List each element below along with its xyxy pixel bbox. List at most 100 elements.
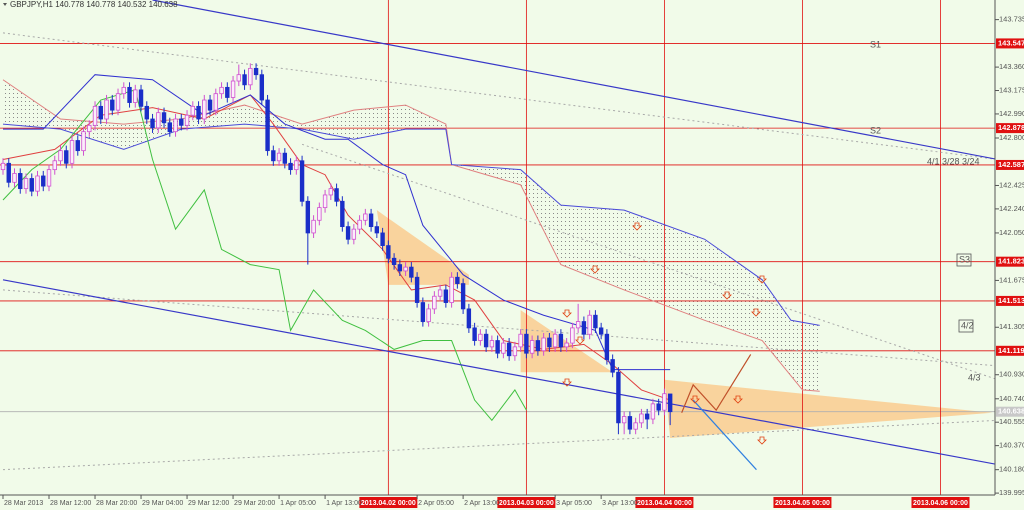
candle-body bbox=[87, 124, 92, 133]
candle-body bbox=[581, 321, 587, 335]
level-label-box bbox=[996, 256, 1024, 267]
span-b-line bbox=[2, 123, 820, 326]
candle-body bbox=[29, 178, 34, 192]
y-tick-label: 141.305 bbox=[999, 322, 1024, 331]
x-tick-label: 1 Apr 13:00 bbox=[326, 500, 362, 507]
candle-body bbox=[432, 295, 437, 310]
x-tick-label: 28 Mar 20:00 bbox=[96, 500, 137, 507]
dotted-line bbox=[2, 419, 995, 471]
candle-body bbox=[92, 105, 98, 126]
arrow-icon bbox=[757, 436, 767, 445]
candle-body bbox=[236, 74, 242, 82]
candle-body bbox=[627, 416, 633, 430]
x-tick-label: 28 Mar 2013 bbox=[4, 500, 43, 507]
candle-body bbox=[650, 403, 656, 420]
candle-body bbox=[156, 112, 161, 129]
candle-body bbox=[409, 266, 414, 278]
candle-body bbox=[570, 327, 575, 344]
candle-body bbox=[133, 89, 138, 103]
candle-body bbox=[644, 413, 650, 420]
y-tick-label: 140.555 bbox=[999, 417, 1024, 426]
y-tick-label: 143.360 bbox=[999, 62, 1024, 71]
candle-body bbox=[357, 219, 362, 230]
candle-body bbox=[0, 162, 6, 171]
x-tick-label: 28 Mar 12:00 bbox=[50, 500, 91, 507]
candle-body bbox=[621, 416, 627, 424]
candle-body bbox=[483, 333, 489, 348]
candle-body bbox=[397, 264, 403, 272]
candle-body bbox=[190, 105, 195, 116]
x-tick-label: 2 Apr 05:00 bbox=[418, 500, 454, 507]
arrow-icon bbox=[590, 265, 600, 274]
x-tick-label: 2 Apr 13:00 bbox=[464, 500, 500, 507]
candle-body bbox=[541, 337, 546, 352]
candle-body bbox=[575, 321, 581, 329]
candle-body bbox=[213, 93, 219, 111]
candle-body bbox=[518, 333, 523, 348]
level-label-box bbox=[996, 38, 1024, 49]
candle-body bbox=[374, 226, 380, 234]
candle-body bbox=[501, 342, 506, 354]
level-label-box bbox=[996, 295, 1024, 306]
candle-body bbox=[616, 371, 621, 424]
candle-body bbox=[305, 200, 311, 234]
y-tick-label: 142.050 bbox=[999, 228, 1024, 237]
candle-body bbox=[512, 346, 518, 357]
candle-body bbox=[662, 393, 667, 411]
candle-body bbox=[391, 257, 397, 265]
candle-body bbox=[41, 175, 46, 187]
candle-body bbox=[455, 276, 460, 284]
date-label-box bbox=[497, 497, 556, 508]
title-icon bbox=[3, 3, 7, 6]
date-label-box bbox=[359, 497, 418, 508]
ichimoku-cloud bbox=[3, 79, 820, 392]
candle-body bbox=[334, 188, 339, 202]
candle-body bbox=[368, 213, 374, 228]
y-tick-label: 140.180 bbox=[999, 465, 1024, 474]
candle-body bbox=[351, 228, 357, 240]
y-tick-label: 143.175 bbox=[999, 86, 1024, 95]
candle-body bbox=[161, 112, 167, 124]
candle-body bbox=[420, 302, 426, 322]
candle-body bbox=[386, 245, 391, 259]
annotation-box bbox=[958, 319, 974, 333]
candle-body bbox=[196, 105, 201, 120]
annotation: S3 bbox=[959, 254, 970, 264]
candle-body bbox=[598, 327, 604, 335]
candle-body bbox=[340, 200, 345, 228]
candle-body bbox=[639, 413, 644, 424]
candle-body bbox=[288, 162, 293, 171]
y-tick-label: 143.735 bbox=[999, 15, 1024, 24]
candle-body bbox=[524, 333, 529, 354]
y-tick-label: 140.370 bbox=[999, 441, 1024, 450]
date-label-box bbox=[773, 497, 832, 508]
y-tick-label: 140.930 bbox=[999, 370, 1024, 379]
candle-body bbox=[317, 207, 322, 221]
candle-body bbox=[403, 266, 408, 272]
x-tick-label: 3 Apr 05:00 bbox=[556, 500, 592, 507]
candle-body bbox=[6, 162, 11, 183]
level-label: 142.587 bbox=[998, 160, 1024, 169]
candle-body bbox=[535, 340, 541, 352]
level-label: 141.119 bbox=[998, 346, 1024, 355]
x-tick-label: 29 Mar 12:00 bbox=[188, 500, 229, 507]
level-label-box bbox=[996, 123, 1024, 134]
candle-body bbox=[248, 67, 253, 86]
candle-body bbox=[604, 333, 610, 360]
x-tick-label: 29 Mar 04:00 bbox=[142, 500, 183, 507]
chart-title: GBPJPY,H1 140.778 140.778 140.532 140.63… bbox=[10, 0, 178, 9]
y-tick-label: 142.425 bbox=[999, 180, 1024, 189]
annotation: 4/1 3/28 3/24 bbox=[927, 156, 980, 166]
candle-body bbox=[167, 122, 172, 133]
candle-body bbox=[81, 131, 86, 152]
current-price-label: 140.638 bbox=[998, 407, 1024, 416]
candle-body bbox=[121, 86, 126, 95]
candle-body bbox=[495, 340, 500, 354]
y-tick-label: 141.675 bbox=[999, 275, 1024, 284]
date-label: 2013.04.04 00:00 bbox=[637, 500, 692, 507]
candle-body bbox=[58, 150, 63, 162]
indicator-line bbox=[681, 354, 752, 413]
candle-body bbox=[207, 99, 213, 111]
candle-body bbox=[547, 337, 552, 348]
